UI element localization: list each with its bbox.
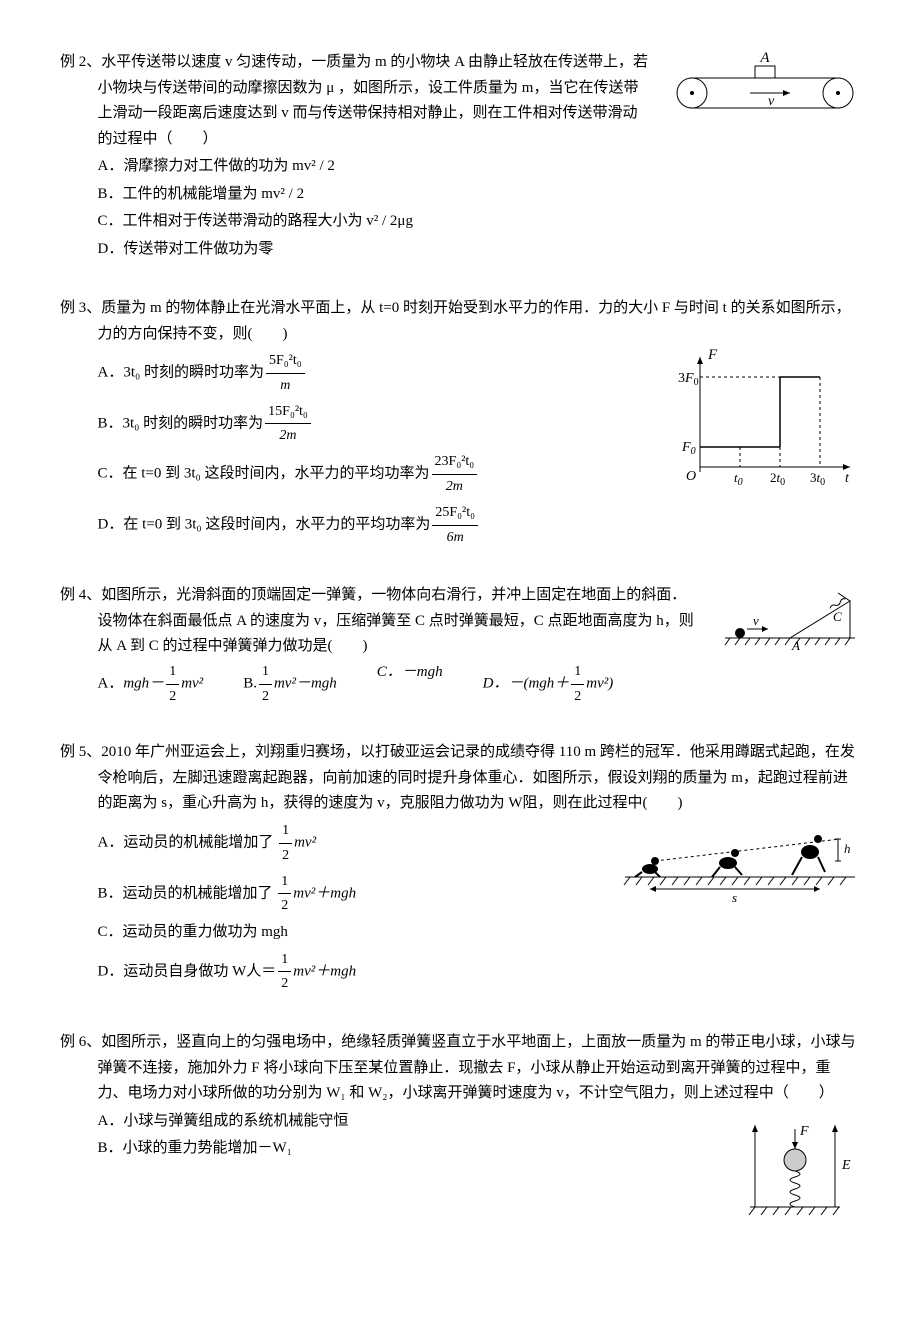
problem-5: 例 5、2010 年广州亚运会上，刘翔重归赛场，以打破亚运会记录的成绩夺得 11… [60, 740, 860, 998]
problem-3: 例 3、质量为 m 的物体静止在光滑水平面上，从 t=0 时刻开始受到水平力的作… [60, 296, 860, 551]
figure-ft-graph: F 3F0 F0 O t0 2t0 3t0 t [670, 347, 860, 497]
svg-text:C: C [833, 609, 842, 624]
svg-text:v: v [753, 613, 759, 628]
option-4b: B.12mv²－mgh [243, 660, 337, 709]
problem-5-label: 例 5、 [60, 744, 101, 760]
svg-text:t0: t0 [734, 470, 743, 487]
svg-text:A: A [791, 638, 800, 653]
svg-text:t: t [845, 471, 850, 486]
problem-3-label: 例 3、 [60, 300, 101, 316]
option-4d: D．－(mgh＋12mv²) [483, 660, 614, 709]
fig2-label-a: A [759, 50, 770, 66]
option-2b: B．工件的机械能增量为 mv² / 2 [98, 182, 651, 208]
problem-2: 例 2、水平传送带以速度 v 匀速传动，一质量为 m 的小物块 A 由静止轻放在… [60, 50, 860, 264]
fig2-label-v: v [768, 94, 775, 109]
svg-text:s: s [732, 890, 737, 905]
problem-6: 例 6、如图所示，竖直向上的匀强电场中，绝缘轻质弹簧竖直立于水平地面上，上面放一… [60, 1030, 860, 1236]
svg-text:3F0: 3F0 [678, 371, 699, 388]
figure-spring-field: F E [740, 1107, 860, 1237]
figure-runner: h s [620, 817, 860, 917]
option-2d: D．传送带对工件做功为零 [98, 237, 651, 263]
problem-4-label: 例 4、 [60, 587, 101, 603]
option-3c: C．在 t=0 到 3t₀ 这段时间内，水平力的平均功率为23F₀²t₀2m [98, 450, 651, 499]
svg-text:F0: F0 [681, 440, 696, 457]
option-6a: A．小球与弹簧组成的系统机械能守恒 [98, 1109, 721, 1135]
option-5b: B．运动员的机械能增加了 12mv²＋mgh [98, 870, 601, 919]
figure-incline: v A C [720, 583, 860, 663]
option-4a: A．mgh－12mv² [98, 660, 204, 709]
svg-text:F: F [799, 1124, 809, 1139]
option-3a: A．3t₀ 时刻的瞬时功率为5F₀²t₀m [98, 349, 651, 398]
problem-2-label: 例 2、 [60, 54, 101, 70]
svg-text:O: O [686, 469, 696, 484]
option-2a: A．滑摩擦力对工件做的功为 mv² / 2 [98, 154, 651, 180]
option-6b: B．小球的重力势能增加－W₁ [98, 1136, 721, 1162]
svg-text:h: h [844, 841, 851, 856]
problem-6-label: 例 6、 [60, 1034, 101, 1050]
svg-text:E: E [841, 1158, 851, 1173]
option-5c: C．运动员的重力做功为 mgh [98, 920, 601, 946]
problem-4-stem: 例 4、如图所示，光滑斜面的顶端固定一弹簧，一物体向右滑行，并冲上固定在地面上的… [60, 583, 700, 660]
svg-text:3t0: 3t0 [810, 470, 825, 487]
option-5d: D．运动员自身做功 W人＝12mv²＋mgh [98, 948, 601, 997]
problem-2-stem: 例 2、水平传送带以速度 v 匀速传动，一质量为 m 的小物块 A 由静止轻放在… [60, 50, 650, 152]
svg-text:2t0: 2t0 [770, 470, 785, 487]
option-3b: B．3t₀ 时刻的瞬时功率为15F₀²t₀2m [98, 400, 651, 449]
figure-conveyor: A v [670, 50, 860, 140]
option-2c: C．工件相对于传送带滑动的路程大小为 v² / 2μg [98, 209, 651, 235]
option-4c: C．－mgh [377, 660, 443, 709]
problem-4: 例 4、如图所示，光滑斜面的顶端固定一弹簧，一物体向右滑行，并冲上固定在地面上的… [60, 583, 860, 708]
problem-5-stem: 例 5、2010 年广州亚运会上，刘翔重归赛场，以打破亚运会记录的成绩夺得 11… [60, 740, 860, 817]
problem-6-stem: 例 6、如图所示，竖直向上的匀强电场中，绝缘轻质弹簧竖直立于水平地面上，上面放一… [60, 1030, 860, 1107]
problem-3-stem: 例 3、质量为 m 的物体静止在光滑水平面上，从 t=0 时刻开始受到水平力的作… [60, 296, 860, 347]
option-5a: A．运动员的机械能增加了 12mv² [98, 819, 601, 868]
svg-text:F: F [707, 347, 718, 363]
option-3d: D．在 t=0 到 3t₀ 这段时间内，水平力的平均功率为25F₀²t₀6m [98, 501, 651, 550]
